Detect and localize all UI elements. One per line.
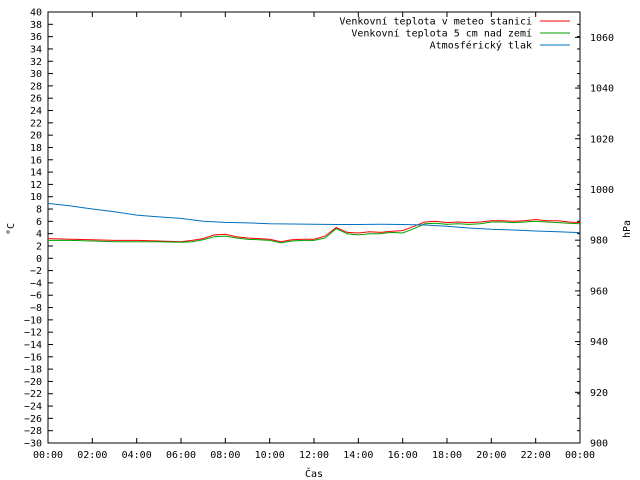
y-tick-label: 14 <box>30 168 42 179</box>
y-tick-label: 22 <box>30 118 42 129</box>
y-tick-label: 30 <box>30 69 42 80</box>
series-lines <box>47 202 581 244</box>
y-tick-label: 34 <box>30 44 42 55</box>
y-tick-label: −30 <box>24 439 42 450</box>
y-tick-label: 0 <box>36 254 42 265</box>
y-tick-label: 38 <box>30 20 42 31</box>
y-tick-label: −10 <box>24 315 42 326</box>
y-tick-label: −20 <box>24 377 42 388</box>
legend-label-2: Venkovní teplota 5 cm nad zemí <box>351 28 532 40</box>
legend-label-1: Venkovní teplota v meteo stanici <box>339 16 532 28</box>
y-tick-label: −22 <box>24 389 42 400</box>
x-tick-label: 00:00 <box>565 450 595 461</box>
x-tick-label: 08:00 <box>210 450 240 461</box>
x-tick-label: 12:00 <box>299 450 329 461</box>
legend-label-3: Atmosférický tlak <box>430 40 532 52</box>
x-tick-label: 00:00 <box>33 450 63 461</box>
y-tick-label: 16 <box>30 155 42 166</box>
y-tick-label: −26 <box>24 414 42 425</box>
x-tick-label: 16:00 <box>388 450 418 461</box>
series-line-1 <box>47 218 581 243</box>
y2-axis-label: hPa <box>622 220 633 238</box>
y-tick-label: −2 <box>30 266 42 277</box>
y2-tick-label: 960 <box>590 286 608 297</box>
y-tick-label: 2 <box>36 241 42 252</box>
y2-tick-label: 940 <box>590 337 608 348</box>
x-tick-label: 18:00 <box>432 450 462 461</box>
y-tick-label: 6 <box>36 217 42 228</box>
x-tick-label: 02:00 <box>77 450 107 461</box>
y-tick-label: 28 <box>30 81 42 92</box>
y-tick-label: 26 <box>30 94 42 105</box>
y2-tick-label: 900 <box>590 439 608 450</box>
x-tick-label: 20:00 <box>476 450 506 461</box>
y-tick-label: −12 <box>24 328 42 339</box>
legend: Venkovní teplota v meteo staniciVenkovní… <box>339 16 570 52</box>
y-tick-label: −6 <box>30 291 42 302</box>
y2-tick-label: 1060 <box>590 33 614 44</box>
y-tick-label: −18 <box>24 365 42 376</box>
y-tick-label: 12 <box>30 180 42 191</box>
y2-tick-label: 1040 <box>590 84 614 95</box>
y-tick-label: −24 <box>24 402 42 413</box>
y-tick-label: −28 <box>24 426 42 437</box>
y-tick-label: −4 <box>30 278 42 289</box>
series-line-2 <box>48 220 581 244</box>
series-line-3 <box>47 202 581 234</box>
y-axis-label: °C <box>6 223 17 235</box>
x-tick-label: 06:00 <box>166 450 196 461</box>
y-tick-label: 40 <box>30 8 42 19</box>
y-tick-label: 10 <box>30 192 42 203</box>
x-tick-label: 04:00 <box>122 450 152 461</box>
y2-tick-label: 1000 <box>590 185 614 196</box>
x-tick-label: 22:00 <box>521 450 551 461</box>
y-tick-label: 20 <box>30 131 42 142</box>
y-tick-label: 4 <box>36 229 42 240</box>
y-tick-label: 8 <box>36 205 42 216</box>
y-tick-label: −16 <box>24 352 42 363</box>
axes: −30−28−26−24−22−20−18−16−14−12−10−8−6−4−… <box>24 8 614 462</box>
y2-tick-label: 920 <box>590 388 608 399</box>
y2-tick-label: 1020 <box>590 134 614 145</box>
y-tick-label: −14 <box>24 340 42 351</box>
y-tick-label: 18 <box>30 143 42 154</box>
x-tick-label: 10:00 <box>255 450 285 461</box>
y-tick-label: 24 <box>30 106 42 117</box>
y-tick-label: −8 <box>30 303 42 314</box>
y-tick-label: 32 <box>30 57 42 68</box>
x-axis-label: Čas <box>305 467 323 480</box>
y2-tick-label: 980 <box>590 236 608 247</box>
y-tick-label: 36 <box>30 32 42 43</box>
x-tick-label: 14:00 <box>343 450 373 461</box>
